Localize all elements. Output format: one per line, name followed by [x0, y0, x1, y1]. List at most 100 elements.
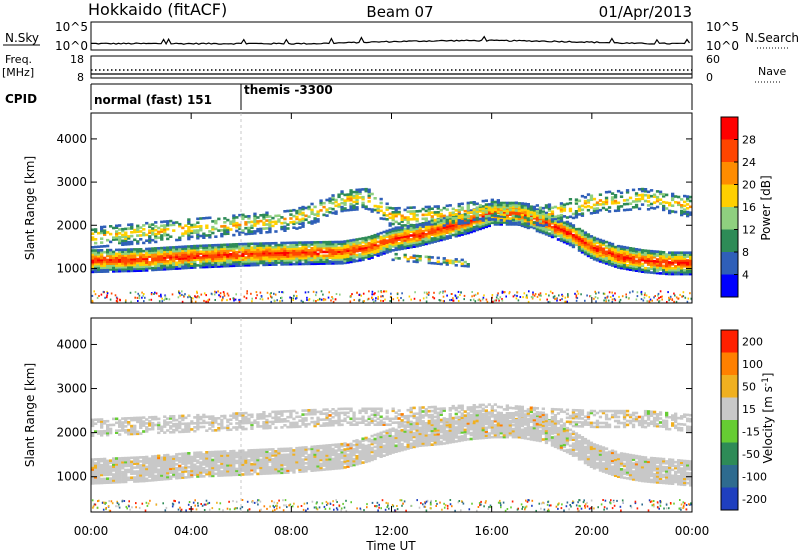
- power-cell: [292, 222, 296, 226]
- power-cell: [352, 256, 356, 259]
- power-cell: [427, 213, 431, 216]
- power-cell-ground: [479, 299, 482, 302]
- power-cell: [163, 254, 167, 257]
- power-cell: [160, 250, 164, 254]
- power-cell: [496, 205, 500, 209]
- power-cell: [274, 263, 278, 266]
- power-cell: [577, 239, 582, 243]
- power-cell: [202, 252, 206, 255]
- velocity-cell: [127, 464, 131, 468]
- power-cell: [643, 259, 648, 262]
- power-cell: [652, 269, 657, 273]
- velocity-cell: [244, 459, 248, 462]
- power-cell: [337, 248, 341, 251]
- power-cell: [190, 235, 194, 239]
- power-cell: [232, 262, 236, 266]
- velocity-cell: [238, 457, 242, 461]
- power-cell: [559, 218, 564, 221]
- power-cell: [457, 220, 461, 223]
- power-cell: [583, 248, 588, 252]
- power-cell: [331, 242, 335, 246]
- velocity-cell: [121, 458, 125, 462]
- velocity-cell: [250, 451, 254, 454]
- velocity-cell: [289, 467, 293, 470]
- power-cell: [472, 216, 476, 219]
- power-cell: [166, 246, 170, 249]
- power-cell: [595, 247, 600, 250]
- power-cell: [662, 268, 666, 271]
- velocity-cell: [163, 464, 167, 467]
- velocity-cell: [220, 462, 224, 465]
- power-cell: [133, 250, 137, 253]
- power-cell: [235, 256, 239, 260]
- power-cell: [163, 224, 167, 227]
- power-cell: [439, 216, 443, 220]
- velocity-cell: [331, 447, 335, 451]
- power-cell: [674, 259, 678, 262]
- power-cell: [628, 196, 633, 200]
- velocity-cell: [304, 462, 308, 465]
- velocity-cell: [91, 482, 95, 485]
- power-cell-ground: [143, 293, 145, 295]
- velocity-cell: [217, 456, 221, 459]
- power-cell: [256, 246, 260, 249]
- power-cell: [677, 255, 681, 258]
- power-cell: [409, 228, 413, 231]
- power-cell: [112, 236, 116, 239]
- power-cell: [457, 232, 461, 235]
- power-cell: [394, 220, 398, 224]
- power-cell: [436, 229, 440, 233]
- power-cell: [217, 243, 221, 247]
- power-cell: [253, 261, 257, 265]
- power-cell: [658, 192, 663, 196]
- power-cell: [421, 239, 425, 243]
- power-cell: [361, 188, 365, 191]
- velocity-cell: [277, 447, 281, 451]
- power-cell: [454, 216, 458, 220]
- power-cell-ground: [457, 296, 459, 299]
- power-cell: [310, 202, 314, 206]
- velocity-cell: [253, 452, 257, 456]
- velocity-cell: [196, 453, 200, 456]
- power-cell: [244, 252, 248, 255]
- power-cell: [686, 214, 690, 218]
- power-cell: [466, 207, 470, 211]
- velocity-cell: [292, 451, 296, 454]
- power-cell: [421, 235, 425, 239]
- power-cell: [574, 227, 579, 231]
- velocity-cell: [343, 460, 347, 463]
- power-cell: [166, 227, 170, 231]
- power-cell: [94, 258, 98, 262]
- power-cell: [463, 264, 467, 268]
- power-cell-ground: [259, 297, 262, 300]
- power-cell: [490, 219, 494, 223]
- power-cell: [427, 223, 431, 226]
- power-cell-ground: [91, 294, 94, 297]
- power-cell: [526, 212, 530, 216]
- power-cell: [604, 198, 609, 202]
- velocity-cell: [100, 477, 104, 481]
- power-cell: [214, 253, 218, 257]
- power-cell: [649, 261, 654, 265]
- power-cell: [574, 202, 579, 205]
- power-cell-ground: [163, 299, 165, 301]
- power-cell: [481, 209, 485, 212]
- power-cell: [559, 206, 564, 209]
- power-cell: [385, 214, 389, 217]
- power-cell: [583, 205, 588, 209]
- power-cell: [97, 256, 101, 260]
- power-cell: [643, 188, 648, 191]
- power-cell-ground: [392, 298, 395, 301]
- power-cell: [568, 239, 573, 243]
- velocity-cell: [316, 464, 320, 468]
- power-cell: [649, 257, 654, 261]
- power-cell: [496, 210, 500, 214]
- velocity-cell: [328, 467, 332, 471]
- power-cell: [674, 210, 678, 214]
- power-cell: [139, 261, 143, 265]
- power-cell: [172, 265, 176, 269]
- velocity-cell: [97, 473, 101, 477]
- velocity-cell: [274, 465, 278, 469]
- power-cell: [301, 221, 305, 224]
- power-cell-ground: [645, 294, 648, 297]
